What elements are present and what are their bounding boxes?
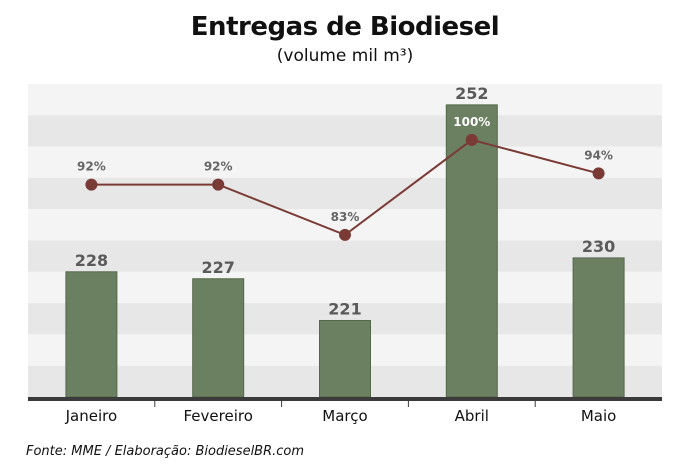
bar (65, 271, 118, 398)
line-point (212, 178, 225, 191)
bar (192, 278, 245, 398)
bar-value-label: 252 (455, 84, 488, 103)
chart-title: Entregas de Biodiesel (190, 12, 500, 42)
line-value-label: 94% (584, 148, 613, 162)
line-series (85, 133, 605, 241)
data-labels: 228 227 221 252 230 92% 92% 83% 100% 94% (75, 84, 616, 319)
bar (572, 257, 625, 398)
x-tick-label: Fevereiro (184, 407, 253, 425)
grid-band (28, 146, 662, 178)
grid-band (28, 84, 662, 116)
line-value-label: 92% (204, 160, 233, 174)
bar-value-label: 230 (582, 237, 615, 256)
grid-band (28, 115, 662, 147)
bar (319, 319, 371, 398)
source-note: Fonte: MME / Elaboração: BiodieselBR.com (26, 444, 305, 459)
line-point (592, 167, 605, 180)
line-value-label: 100% (453, 115, 490, 129)
line-point (465, 133, 478, 146)
bar-value-label: 228 (75, 251, 108, 270)
x-axis-line (28, 397, 662, 401)
background-bands (28, 84, 662, 397)
bar-value-label: 227 (201, 258, 234, 277)
chart-subtitle: (volume mil m³) (276, 46, 414, 66)
line-value-label: 92% (77, 160, 106, 174)
x-tick-label: Março (322, 407, 367, 425)
grid-band (28, 177, 662, 210)
x-tick-label: Abril (455, 407, 489, 425)
x-tick-label: Janeiro (65, 407, 118, 425)
line-point (85, 178, 98, 191)
line-point (339, 228, 351, 241)
x-tick-label: Maio (581, 407, 616, 425)
bar (445, 104, 498, 398)
line-value-label: 83% (331, 210, 360, 224)
grid-band (28, 240, 662, 272)
x-axis: Janeiro Fevereiro Março Abril Maio (28, 397, 662, 425)
grid-band (28, 271, 662, 304)
bar-value-label: 221 (328, 299, 361, 318)
